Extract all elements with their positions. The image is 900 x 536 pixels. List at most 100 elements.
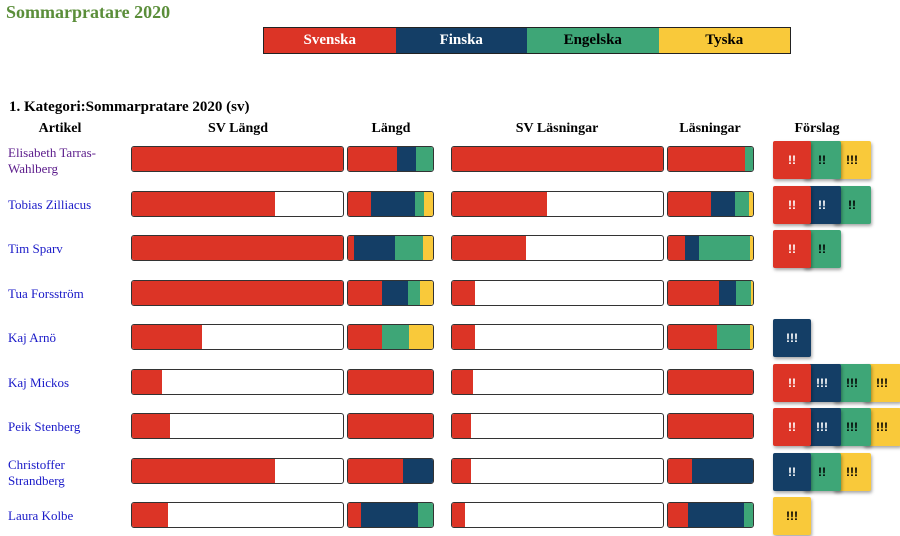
- bar-segment-svenska: [668, 459, 692, 483]
- sv-length-bar: [131, 413, 344, 439]
- bar-fill-svenska: [452, 370, 474, 394]
- bar-segment-finska: [719, 281, 736, 305]
- article-link[interactable]: Peik Stenberg: [8, 419, 81, 434]
- length-bar: [347, 458, 434, 484]
- sv-reads-bar: [451, 324, 664, 350]
- bar-segment-svenska: [348, 192, 371, 216]
- sv-length-bar: [131, 324, 344, 350]
- bar-segment-engelska: [736, 281, 752, 305]
- suggestion-svenska[interactable]: !!: [773, 141, 811, 179]
- bar-segment-svenska: [348, 459, 404, 483]
- page-title: Sommarpratare 2020: [6, 2, 171, 22]
- article-link[interactable]: Tobias Zilliacus: [8, 197, 92, 212]
- article-link[interactable]: Kaj Mickos: [8, 375, 70, 390]
- sv-length-bar: [131, 502, 344, 528]
- bar-fill-svenska: [132, 503, 168, 527]
- header-length: Längd: [371, 121, 411, 136]
- bar-segment-svenska: [668, 370, 753, 394]
- reads-bar: [667, 502, 754, 528]
- reads-bar: [667, 146, 754, 172]
- bar-segment-svenska: [348, 236, 354, 260]
- suggestion-tyska[interactable]: !!!: [773, 497, 811, 535]
- bar-segment-svenska: [348, 325, 382, 349]
- bar-segment-finska: [691, 459, 753, 483]
- sv-length-bar: [131, 280, 344, 306]
- length-bar: [347, 280, 434, 306]
- length-bar: [347, 191, 434, 217]
- length-bar: [347, 502, 434, 528]
- bar-fill-svenska: [452, 325, 476, 349]
- length-bar: [347, 324, 434, 350]
- article-link[interactable]: Kaj Arnö: [8, 330, 57, 345]
- bar-segment-svenska: [348, 370, 433, 394]
- bar-fill-svenska: [132, 370, 162, 394]
- bar-segment-engelska: [698, 236, 751, 260]
- bar-segment-svenska: [668, 325, 718, 349]
- bar-segment-engelska: [744, 503, 753, 527]
- header-sv-reads: SV Läsningar: [515, 121, 599, 136]
- bar-fill-svenska: [132, 192, 276, 216]
- sv-reads-bar: [451, 413, 664, 439]
- bar-segment-svenska: [668, 147, 746, 171]
- suggestion-svenska[interactable]: !!: [773, 186, 811, 224]
- header-article: Artikel: [38, 121, 82, 136]
- article-link[interactable]: Tim Sparv: [8, 241, 63, 256]
- bar-fill-svenska: [132, 459, 276, 483]
- bar-segment-finska: [711, 192, 736, 216]
- bar-segment-svenska: [348, 414, 433, 438]
- reads-bar: [667, 369, 754, 395]
- suggestion-finska[interactable]: !!!: [773, 319, 811, 357]
- suggestion-svenska[interactable]: !!: [773, 230, 811, 268]
- bar-fill-svenska: [452, 147, 663, 171]
- suggestion-finska[interactable]: !!: [773, 453, 811, 491]
- bar-segment-engelska: [382, 325, 410, 349]
- bar-segment-finska: [360, 503, 418, 527]
- bar-segment-engelska: [407, 281, 421, 305]
- bar-fill-svenska: [452, 459, 471, 483]
- legend-german: Tyska: [658, 28, 790, 53]
- bar-segment-tyska: [748, 192, 753, 216]
- suggestion-svenska[interactable]: !!: [773, 364, 811, 402]
- article-link[interactable]: Tua Forsström: [8, 286, 84, 301]
- bar-segment-finska: [353, 236, 395, 260]
- bar-segment-svenska: [348, 503, 361, 527]
- bar-segment-engelska: [717, 325, 750, 349]
- bar-fill-svenska: [452, 236, 526, 260]
- bar-segment-engelska: [417, 503, 433, 527]
- bar-segment-finska: [397, 147, 416, 171]
- sv-length-bar: [131, 369, 344, 395]
- suggestion-svenska[interactable]: !!: [773, 408, 811, 446]
- legend-finnish: Finska: [395, 28, 527, 53]
- reads-bar: [667, 235, 754, 261]
- sv-reads-bar: [451, 458, 664, 484]
- length-bar: [347, 369, 434, 395]
- bar-segment-svenska: [668, 281, 719, 305]
- bar-fill-svenska: [132, 325, 202, 349]
- article-link[interactable]: Elisabeth Tarras-Wahlberg: [8, 145, 97, 176]
- bar-segment-engelska: [415, 147, 433, 171]
- bar-fill-svenska: [132, 147, 343, 171]
- article-link[interactable]: Laura Kolbe: [8, 508, 74, 523]
- bar-fill-svenska: [132, 236, 343, 260]
- bar-segment-svenska: [668, 414, 753, 438]
- legend-swedish: Svenska: [264, 28, 396, 53]
- length-bar: [347, 146, 434, 172]
- header-suggestions: Förslag: [794, 121, 840, 136]
- article-link[interactable]: Christoffer Strandberg: [8, 457, 65, 488]
- sv-length-bar: [131, 146, 344, 172]
- bar-segment-svenska: [668, 503, 688, 527]
- bar-fill-svenska: [452, 281, 476, 305]
- bar-segment-tyska: [750, 236, 753, 260]
- sv-reads-bar: [451, 235, 664, 261]
- reads-bar: [667, 413, 754, 439]
- bar-segment-finska: [687, 503, 745, 527]
- sv-reads-bar: [451, 369, 664, 395]
- bar-fill-svenska: [452, 414, 471, 438]
- sv-length-bar: [131, 191, 344, 217]
- bar-segment-engelska: [394, 236, 423, 260]
- bar-segment-tyska: [424, 192, 433, 216]
- bar-segment-svenska: [668, 192, 712, 216]
- bar-segment-finska: [382, 281, 408, 305]
- bar-segment-tyska: [751, 281, 753, 305]
- reads-bar: [667, 458, 754, 484]
